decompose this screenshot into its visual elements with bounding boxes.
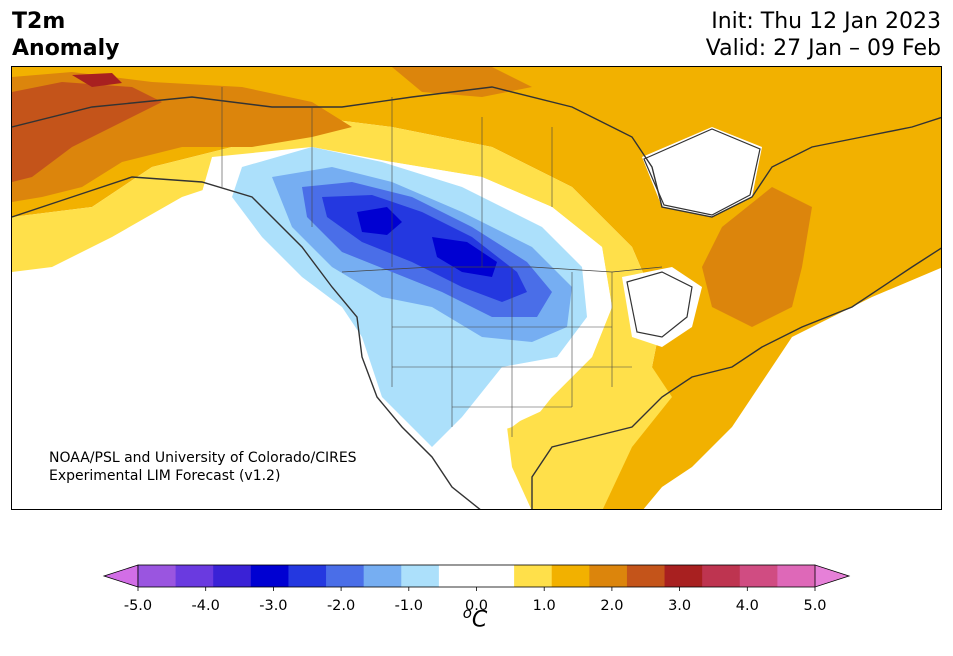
unit-letter: C [471, 607, 488, 633]
colorbar-segment [626, 565, 666, 587]
colorbar-extend-max [814, 564, 851, 588]
colorbar-segment [288, 565, 327, 587]
colorbar-segment [476, 565, 515, 587]
credit-line-1: NOAA/PSL and University of Colorado/CIRE… [49, 450, 357, 466]
unit-degree: o [462, 604, 472, 622]
state-lines [391, 267, 632, 437]
warm-alaska-red [72, 73, 122, 87]
us-canada-border [341, 266, 663, 273]
colorbar-segments [102, 564, 851, 591]
coastline-gulf [531, 247, 941, 509]
colorbar-tick-label: 1.0 [532, 598, 556, 614]
title-line-1: T2m [12, 9, 66, 34]
title-block: T2m Anomaly [12, 8, 119, 62]
warm-alaska-deep [12, 82, 162, 182]
colorbar-tick-label: 3.0 [668, 598, 692, 614]
colorbar [102, 564, 851, 591]
province-lines [221, 87, 553, 267]
neutral-great-lakes [622, 267, 702, 347]
colorbar-extend-min [102, 564, 139, 588]
colorbar-tick-label: 2.0 [600, 598, 624, 614]
colorbar-tick-label: -3.0 [259, 598, 288, 614]
colorbar-segment [589, 565, 628, 587]
title-line-2: Anomaly [12, 36, 120, 61]
colorbar-segment [777, 565, 816, 587]
colorbar-segment [363, 565, 402, 587]
colorbar-segment [438, 565, 477, 587]
colorbar-segment [213, 565, 252, 587]
colorbar-segment [739, 565, 778, 587]
coastline-north [12, 86, 941, 218]
valid-range: Valid: 27 Jan – 09 Feb [705, 36, 941, 61]
colorbar-segment [138, 565, 177, 587]
colorbar-segment [551, 565, 590, 587]
colorbar-tick-label: -1.0 [394, 598, 423, 614]
colorbar-unit-label: oC [0, 604, 950, 632]
init-date: Init: Thu 12 Jan 2023 [711, 9, 941, 34]
colorbar-tick-label: 0.0 [464, 598, 489, 614]
colorbar-segment [401, 565, 440, 587]
colorbar-tick-label: 4.0 [735, 598, 759, 614]
colorbar-tick-label: -2.0 [326, 598, 356, 614]
forecast-dates: Init: Thu 12 Jan 2023 Valid: 27 Jan – 09… [706, 8, 941, 62]
colorbar-tick-label: -4.0 [191, 598, 220, 614]
warm-quebec-orange [702, 187, 812, 327]
anomaly-map [11, 66, 942, 510]
credit-text: NOAA/PSL and University of Colorado/CIRE… [49, 449, 357, 485]
great-lakes-outline [626, 271, 693, 338]
credit-line-2: Experimental LIM Forecast (v1.2) [49, 468, 281, 484]
colorbar-segment [326, 565, 365, 587]
colorbar-segment [664, 565, 703, 587]
hudson-bay [642, 127, 762, 217]
colorbar-segment [175, 565, 214, 587]
map-svg [12, 67, 941, 509]
colorbar-segment [250, 565, 289, 587]
cold-level-5-west [357, 207, 402, 235]
colorbar-segment [702, 565, 741, 587]
colorbar-segment [514, 565, 553, 587]
colorbar-tick-label: 5.0 [803, 598, 827, 614]
colorbar-tick-label: -5.0 [123, 598, 153, 614]
coastline-west [12, 176, 481, 509]
warm-arctic-orange [392, 67, 532, 97]
hudson-bay-outline [643, 128, 761, 216]
